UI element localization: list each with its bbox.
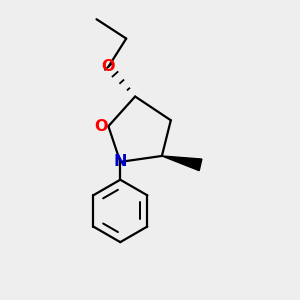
Text: O: O [94,119,108,134]
Polygon shape [162,156,202,171]
Text: O: O [102,59,115,74]
Text: N: N [113,154,127,169]
